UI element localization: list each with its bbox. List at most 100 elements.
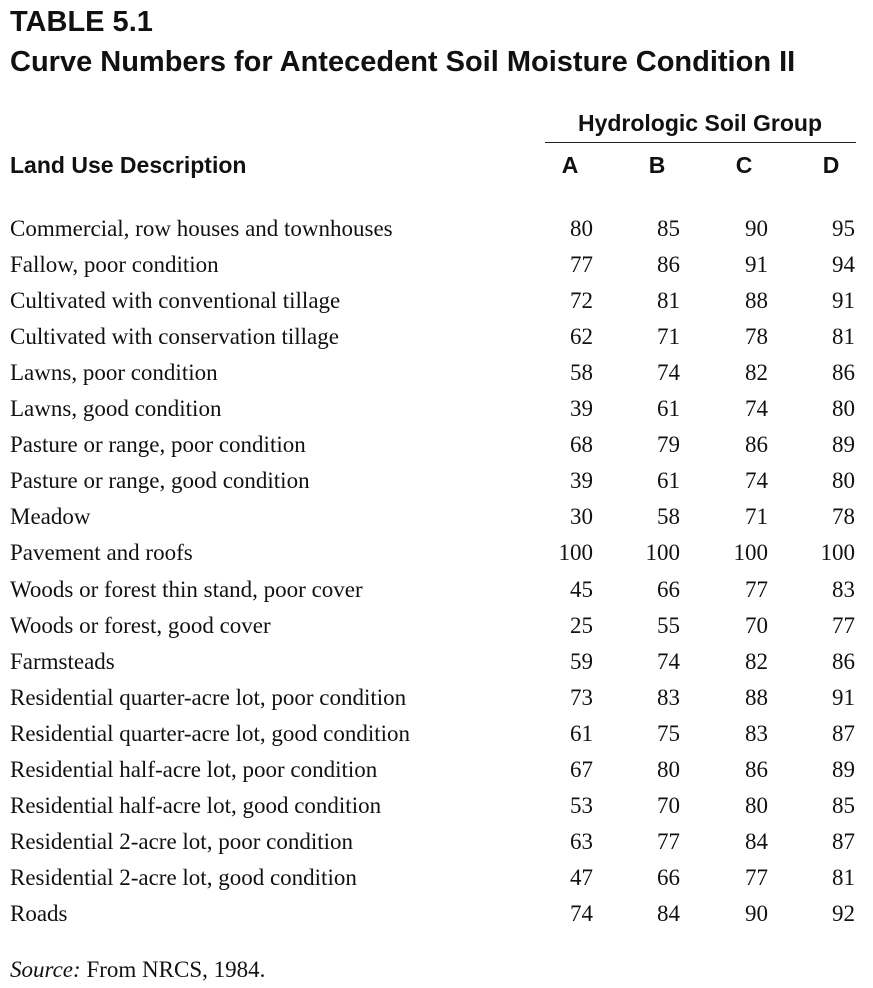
- cell-value: 78: [745, 324, 768, 350]
- cell-value: 30: [570, 504, 593, 530]
- cell-value: 88: [745, 288, 768, 314]
- cell-value: 55: [657, 612, 680, 638]
- row-label: Pasture or range, good condition: [10, 468, 310, 494]
- cell-value: 83: [745, 720, 768, 746]
- cell-value: 80: [570, 216, 593, 241]
- row-label: Residential 2-acre lot, good condition: [10, 864, 357, 890]
- cell-value: 74: [745, 396, 768, 422]
- cell-value: 86: [832, 360, 855, 386]
- cell-value: 70: [745, 612, 768, 638]
- row-label: Woods or forest thin stand, poor cover: [10, 576, 363, 602]
- cell-value: 91: [832, 684, 855, 710]
- row-label: Residential 2-acre lot, poor condition: [10, 828, 353, 854]
- cell-value: 61: [657, 468, 680, 494]
- cell-value: 95: [832, 216, 855, 241]
- column-header: B: [648, 152, 666, 178]
- cell-value: 73: [570, 684, 593, 710]
- cell-value: 74: [570, 900, 593, 926]
- cell-value: 47: [570, 864, 593, 890]
- cell-value: 39: [570, 468, 593, 494]
- cell-value: 61: [657, 396, 680, 422]
- cell-value: 84: [745, 828, 768, 854]
- column-header: D: [822, 152, 840, 178]
- row-label: Pavement and roofs: [10, 540, 193, 566]
- cell-value: 86: [745, 432, 768, 458]
- row-label: Residential half-acre lot, poor conditio…: [10, 756, 378, 782]
- cell-value: 92: [832, 900, 855, 926]
- cell-value: 89: [832, 756, 855, 782]
- cell-value: 25: [570, 612, 593, 638]
- cell-value: 67: [570, 756, 593, 782]
- row-label: Cultivated with conventional tillage: [10, 288, 341, 314]
- cell-value: 82: [745, 360, 768, 386]
- row-label: Meadow: [10, 504, 91, 530]
- cell-value: 78: [832, 504, 855, 530]
- cell-value: 59: [570, 648, 593, 674]
- cell-value: 79: [657, 432, 680, 458]
- cell-value: 87: [832, 828, 855, 854]
- cell-value: 58: [570, 360, 593, 386]
- row-label: Farmsteads: [10, 648, 115, 674]
- group-header: Hydrologic Soil Group: [577, 110, 823, 136]
- cell-value: 45: [570, 576, 593, 602]
- cell-value: 71: [745, 504, 768, 530]
- cell-value: 86: [832, 648, 855, 674]
- cell-value: 100: [558, 540, 594, 566]
- column-header: A: [561, 152, 579, 178]
- cell-value: 100: [820, 540, 856, 566]
- cell-value: 77: [832, 612, 855, 638]
- cell-value: 63: [570, 828, 593, 854]
- cell-value: 71: [657, 324, 680, 350]
- cell-value: 94: [832, 252, 855, 278]
- column-header: Land Use Description: [10, 152, 247, 178]
- cell-value: 89: [832, 432, 855, 458]
- row-label: Commercial, row houses and townhouses: [10, 216, 393, 241]
- footnote-label: Source:: [10, 957, 81, 982]
- cell-value: 100: [645, 540, 681, 566]
- footnote: Source: From NRCS, 1984.: [10, 958, 265, 981]
- cell-value: 86: [745, 756, 768, 782]
- row-label: Cultivated with conservation tillage: [10, 324, 339, 350]
- group-rule: [545, 142, 856, 143]
- cell-value: 85: [832, 792, 855, 818]
- cell-value: 77: [745, 864, 768, 890]
- row-label: Pasture or range, poor condition: [10, 432, 306, 458]
- cell-value: 61: [570, 720, 593, 746]
- cell-value: 70: [657, 792, 680, 818]
- cell-value: 81: [832, 864, 855, 890]
- row-label: Roads: [10, 900, 68, 926]
- cell-value: 74: [657, 648, 680, 674]
- cell-value: 68: [570, 432, 593, 458]
- cell-value: 100: [733, 540, 769, 566]
- cell-value: 81: [832, 324, 855, 350]
- cell-value: 86: [657, 252, 680, 278]
- cell-value: 90: [745, 216, 768, 241]
- cell-value: 91: [832, 288, 855, 314]
- cell-value: 81: [657, 288, 680, 314]
- cell-value: 74: [745, 468, 768, 494]
- table-label: TABLE 5.1: [10, 6, 153, 38]
- cell-value: 85: [657, 216, 680, 241]
- cell-value: 80: [832, 468, 855, 494]
- row-label: Residential quarter-acre lot, poor condi…: [10, 684, 407, 710]
- cell-value: 53: [570, 792, 593, 818]
- cell-value: 82: [745, 648, 768, 674]
- cell-value: 91: [745, 252, 768, 278]
- cell-value: 72: [570, 288, 593, 314]
- cell-value: 83: [832, 576, 855, 602]
- cell-value: 77: [570, 252, 593, 278]
- cell-value: 66: [657, 576, 680, 602]
- cell-value: 75: [657, 720, 680, 746]
- row-label: Residential half-acre lot, good conditio…: [10, 792, 382, 818]
- cell-value: 87: [832, 720, 855, 746]
- table-title: Curve Numbers for Antecedent Soil Moistu…: [10, 46, 796, 78]
- cell-value: 66: [657, 864, 680, 890]
- cell-value: 80: [832, 396, 855, 422]
- row-label: Fallow, poor condition: [10, 252, 219, 278]
- cell-value: 83: [657, 684, 680, 710]
- cell-value: 39: [570, 396, 593, 422]
- cell-value: 62: [570, 324, 593, 350]
- cell-value: 74: [657, 360, 680, 386]
- cell-value: 84: [657, 900, 680, 926]
